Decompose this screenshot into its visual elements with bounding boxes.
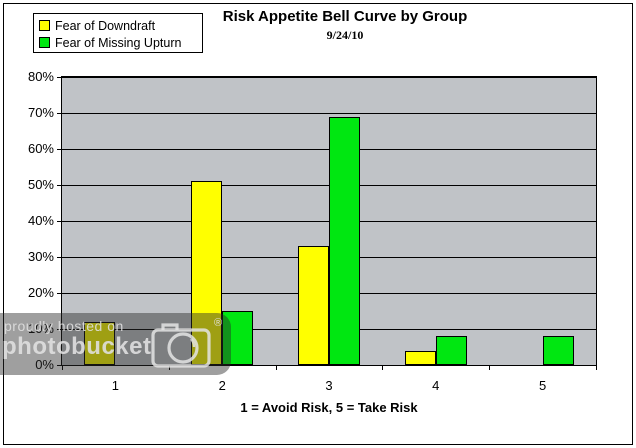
x-tick	[382, 366, 384, 370]
photobucket-watermark: proudly hosted on photobucket ®	[0, 313, 231, 375]
gridline-80	[62, 77, 596, 78]
y-tick-label-60: 60%	[27, 141, 54, 156]
x-tick-label-1: 1	[111, 378, 119, 393]
legend-item-fear-of-downdraft: Fear of Downdraft	[39, 17, 202, 34]
y-tick-label-0: 0%	[35, 357, 54, 372]
bar-fear-of-downdraft-cat3	[298, 246, 329, 365]
y-tick-label-70: 70%	[27, 105, 54, 120]
y-tick	[57, 365, 62, 366]
y-tick-label-50: 50%	[27, 177, 54, 192]
chart-title: Risk Appetite Bell Curve by Group	[222, 8, 468, 25]
y-tick-label-30: 30%	[27, 249, 54, 264]
y-tick-label-20: 20%	[27, 285, 54, 300]
y-tick	[57, 113, 62, 114]
legend-swatch-green	[39, 37, 50, 48]
y-tick	[57, 185, 62, 186]
plot-area	[61, 76, 597, 366]
bar-fear-of-downdraft-cat4	[404, 351, 436, 365]
y-tick	[57, 149, 62, 150]
x-axis-title: 1 = Avoid Risk, 5 = Take Risk	[240, 400, 418, 415]
y-tick-label-40: 40%	[27, 213, 54, 228]
x-tick	[596, 366, 597, 370]
registered-mark: ®	[214, 317, 223, 329]
gridline-70	[62, 113, 596, 114]
bar-fear-of-missing-upturn-cat2	[222, 311, 254, 365]
y-tick	[57, 77, 62, 78]
watermark-text-line1: proudly hosted on	[4, 318, 124, 334]
y-tick-label-80: 80%	[27, 69, 54, 84]
x-tick	[275, 366, 277, 370]
bar-fear-of-downdraft-cat1	[84, 322, 116, 365]
chart-subtitle: 9/24/10	[326, 28, 364, 42]
bar-fear-of-missing-upturn-cat4	[435, 336, 467, 365]
x-tick	[489, 366, 491, 370]
x-tick	[168, 366, 170, 370]
legend-label: Fear of Missing Upturn	[55, 35, 182, 50]
x-tick-label-3: 3	[325, 378, 333, 393]
watermark-text-line2: photobucket	[2, 333, 152, 360]
camera-icon	[150, 322, 212, 373]
y-tick-label-10: 10%	[27, 321, 54, 336]
y-tick	[57, 293, 62, 294]
y-tick	[57, 221, 62, 222]
x-tick-label-5: 5	[538, 378, 547, 393]
x-tick	[62, 366, 63, 370]
y-tick	[57, 329, 62, 330]
legend-label: Fear of Downdraft	[55, 18, 156, 33]
x-tick-label-4: 4	[432, 378, 440, 393]
bar-fear-of-downdraft-cat2	[191, 181, 223, 365]
bar-fear-of-missing-upturn-cat5	[542, 336, 574, 365]
legend-item-fear-of-missing-upturn: Fear of Missing Upturn	[39, 34, 202, 51]
y-tick	[57, 257, 62, 258]
legend-swatch-yellow	[39, 20, 50, 31]
bar-fear-of-missing-upturn-cat3	[329, 117, 360, 365]
x-tick-label-2: 2	[218, 378, 226, 393]
legend: Fear of Downdraft Fear of Missing Upturn	[33, 13, 203, 53]
